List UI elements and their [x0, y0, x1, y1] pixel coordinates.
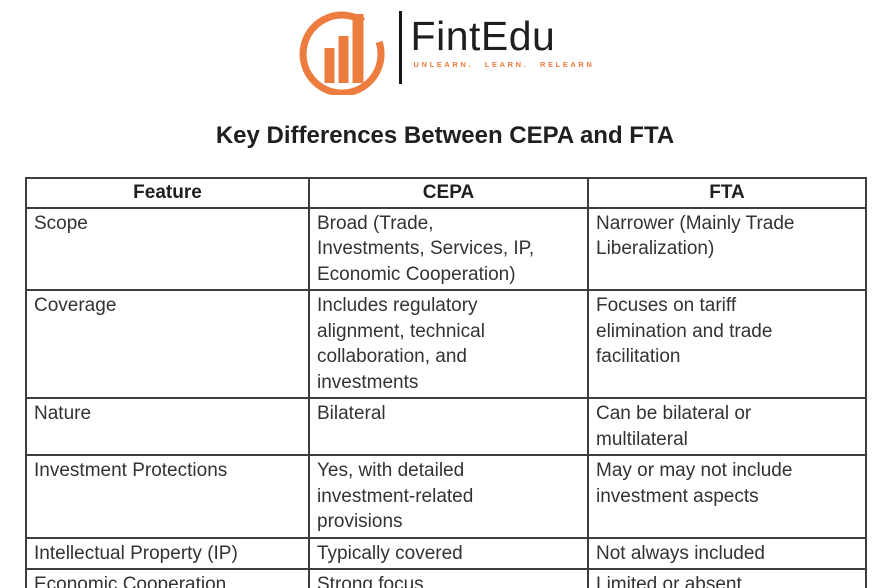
fta-cell: Limited or absent — [587, 568, 867, 588]
cepa-cell: Includes regulatory alignment, technical… — [308, 289, 589, 399]
feature-cell: Coverage — [25, 289, 310, 399]
table-row: Nature Bilateral Can be bilateral or mul… — [25, 397, 867, 456]
table-row: Intellectual Property (IP) Typically cov… — [25, 536, 867, 570]
cepa-cell: Typically covered — [308, 536, 589, 570]
logo-divider — [398, 11, 402, 84]
fta-cell: Can be bilateral or multilateral — [587, 397, 867, 456]
logo-tagline: UNLEARN. LEARN. RELEARN — [413, 60, 595, 69]
cepa-cell: Yes, with detailed investment-related pr… — [308, 454, 589, 539]
table-row: Scope Broad (Trade, Investments, Service… — [25, 206, 867, 291]
comparison-table: Feature CEPA FTA Scope Broad (Trade, Inv… — [25, 177, 867, 588]
page-title: Key Differences Between CEPA and FTA — [215, 122, 675, 149]
feature-cell: Nature — [25, 397, 310, 456]
table-row: Coverage Includes regulatory alignment, … — [25, 289, 867, 399]
feature-cell: Scope — [25, 206, 310, 291]
column-header-feature: Feature — [25, 177, 310, 209]
column-header-fta: FTA — [587, 177, 867, 209]
feature-cell: Investment Protections — [25, 454, 310, 539]
bar-chart-logo-icon — [299, 11, 385, 95]
logo-text-block: FintEdu UNLEARN. LEARN. RELEARN — [411, 5, 595, 69]
fta-cell: Not always included — [587, 536, 867, 570]
fta-cell: Focuses on tariff elimination and trade … — [587, 289, 867, 399]
feature-cell: Intellectual Property (IP) — [25, 536, 310, 570]
table-row: Investment Protections Yes, with detaile… — [25, 454, 867, 539]
cepa-cell: Bilateral — [308, 397, 589, 456]
cepa-cell: Broad (Trade, Investments, Services, IP,… — [308, 206, 589, 291]
feature-cell: Economic Cooperation — [25, 568, 310, 588]
fintedu-logo: FintEdu UNLEARN. LEARN. RELEARN — [0, 0, 890, 95]
cepa-cell: Strong focus — [308, 568, 589, 588]
table-header-row: Feature CEPA FTA — [25, 177, 867, 209]
table-row: Economic Cooperation Strong focus Limite… — [25, 568, 867, 588]
fta-cell: May or may not include investment aspect… — [587, 454, 867, 539]
fta-cell: Narrower (Mainly Trade Liberalization) — [587, 206, 867, 291]
column-header-cepa: CEPA — [308, 177, 589, 209]
logo-wordmark: FintEdu — [410, 13, 556, 59]
